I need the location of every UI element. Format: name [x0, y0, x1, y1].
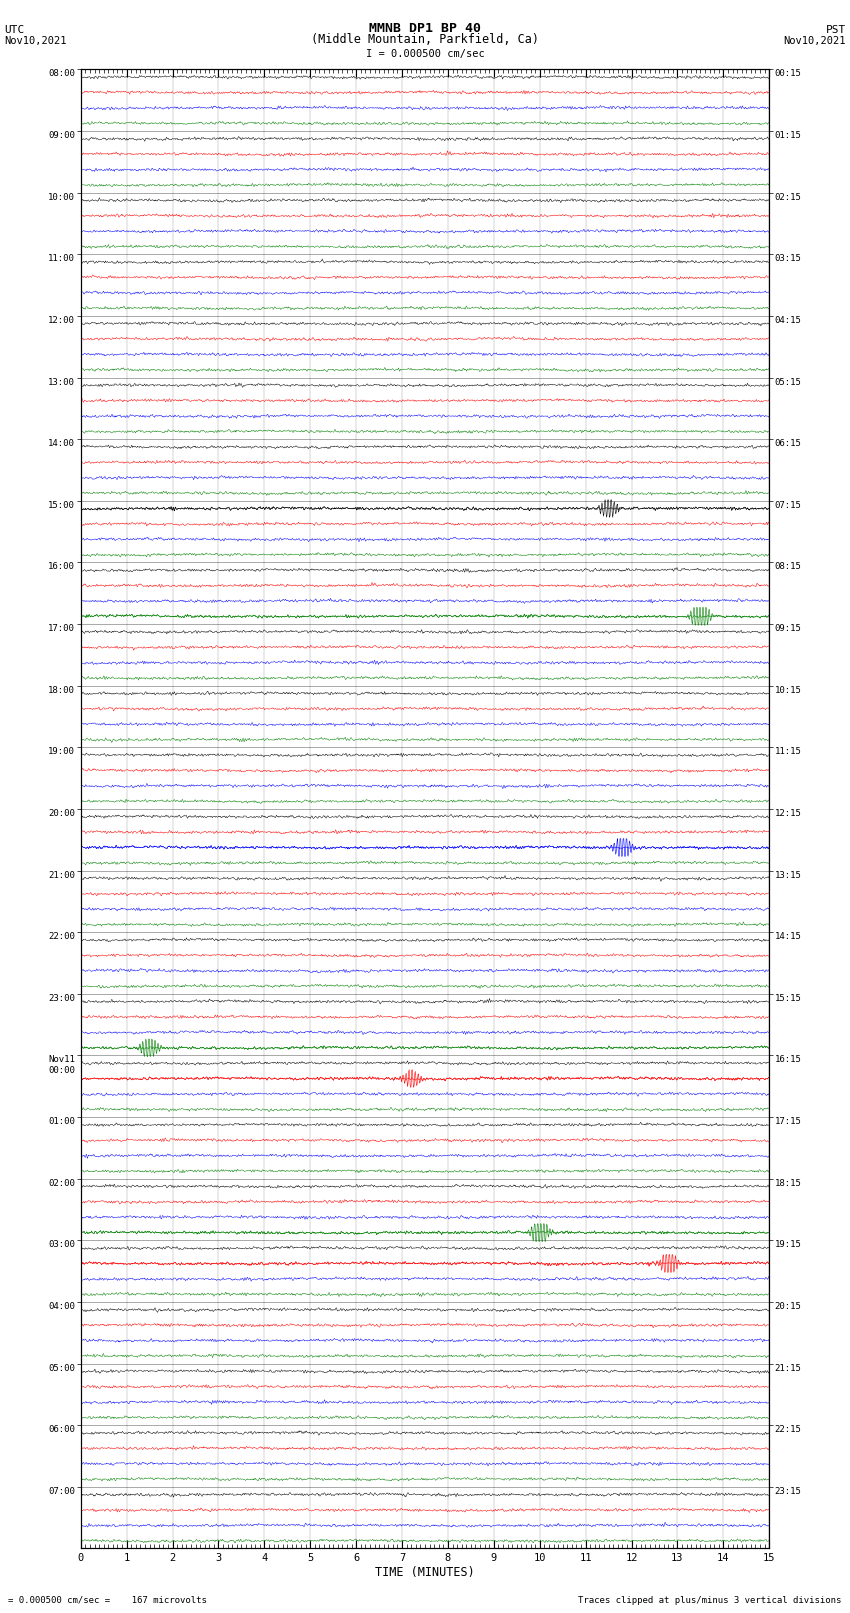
X-axis label: TIME (MINUTES): TIME (MINUTES) — [375, 1566, 475, 1579]
Text: PST: PST — [825, 24, 846, 35]
Text: Nov10,2021: Nov10,2021 — [4, 35, 67, 45]
Text: I = 0.000500 cm/sec: I = 0.000500 cm/sec — [366, 48, 484, 58]
Text: (Middle Mountain, Parkfield, Ca): (Middle Mountain, Parkfield, Ca) — [311, 32, 539, 45]
Text: MMNB DP1 BP 40: MMNB DP1 BP 40 — [369, 21, 481, 35]
Text: UTC: UTC — [4, 24, 25, 35]
Text: Traces clipped at plus/minus 3 vertical divisions: Traces clipped at plus/minus 3 vertical … — [578, 1595, 842, 1605]
Text: = 0.000500 cm/sec =    167 microvolts: = 0.000500 cm/sec = 167 microvolts — [8, 1595, 207, 1605]
Text: Nov10,2021: Nov10,2021 — [783, 35, 846, 45]
